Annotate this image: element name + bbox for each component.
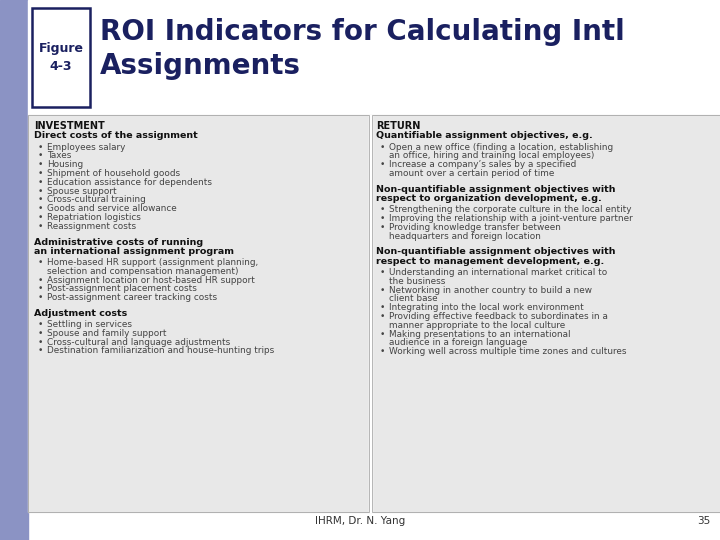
- Text: •: •: [37, 338, 42, 347]
- Text: INVESTMENT: INVESTMENT: [34, 121, 104, 131]
- Text: •: •: [379, 223, 384, 232]
- FancyBboxPatch shape: [32, 8, 90, 107]
- Text: respect to organization development, e.g.: respect to organization development, e.g…: [376, 194, 602, 203]
- Bar: [372, 115, 720, 512]
- Text: an office, hiring and training local employees): an office, hiring and training local emp…: [389, 151, 595, 160]
- Text: •: •: [379, 214, 384, 223]
- Text: Shipment of household goods: Shipment of household goods: [47, 169, 180, 178]
- Text: Assignment location or host-based HR support: Assignment location or host-based HR sup…: [47, 275, 255, 285]
- Text: •: •: [379, 160, 384, 169]
- Text: •: •: [37, 346, 42, 355]
- Text: Housing: Housing: [47, 160, 83, 169]
- Text: •: •: [379, 329, 384, 339]
- Text: Cross-cultural training: Cross-cultural training: [47, 195, 145, 204]
- Text: •: •: [37, 178, 42, 187]
- Text: •: •: [37, 293, 42, 302]
- Text: •: •: [37, 275, 42, 285]
- Text: •: •: [379, 312, 384, 321]
- Text: Spouse and family support: Spouse and family support: [47, 329, 166, 338]
- Text: Networking in another country to build a new: Networking in another country to build a…: [389, 286, 592, 294]
- Text: Increase a company’s sales by a specified: Increase a company’s sales by a specifie…: [389, 160, 576, 169]
- Text: Reassignment costs: Reassignment costs: [47, 222, 136, 231]
- Text: •: •: [37, 222, 42, 231]
- Text: •: •: [379, 143, 384, 152]
- Text: •: •: [37, 204, 42, 213]
- Text: Non-quantifiable assignment objectives with: Non-quantifiable assignment objectives w…: [376, 185, 616, 194]
- Text: headquarters and foreign location: headquarters and foreign location: [389, 232, 541, 241]
- Text: •: •: [37, 329, 42, 338]
- Text: Quantifiable assignment objectives, e.g.: Quantifiable assignment objectives, e.g.: [376, 132, 593, 140]
- Bar: [369, 115, 372, 512]
- Text: audience in a foreign language: audience in a foreign language: [389, 338, 527, 347]
- Text: Taxes: Taxes: [47, 151, 71, 160]
- Bar: [28, 115, 369, 512]
- Text: Settling in services: Settling in services: [47, 320, 132, 329]
- Text: Employees salary: Employees salary: [47, 143, 125, 152]
- Text: Goods and service allowance: Goods and service allowance: [47, 204, 176, 213]
- Text: Figure
4-3: Figure 4-3: [38, 42, 84, 73]
- Text: manner appropriate to the local culture: manner appropriate to the local culture: [389, 321, 565, 330]
- Text: •: •: [37, 213, 42, 222]
- Text: •: •: [379, 268, 384, 277]
- Bar: [370, 115, 720, 512]
- Text: •: •: [37, 285, 42, 293]
- Text: Direct costs of the assignment: Direct costs of the assignment: [34, 132, 198, 140]
- Text: Strengthening the corporate culture in the local entity: Strengthening the corporate culture in t…: [389, 205, 631, 214]
- Bar: [28, 0, 720, 115]
- Text: Providing knowledge transfer between: Providing knowledge transfer between: [389, 223, 561, 232]
- Text: •: •: [37, 160, 42, 169]
- Text: Non-quantifiable assignment objectives with: Non-quantifiable assignment objectives w…: [376, 247, 616, 256]
- Text: ROI Indicators for Calculating Intl
Assignments: ROI Indicators for Calculating Intl Assi…: [100, 18, 625, 79]
- Text: 35: 35: [697, 516, 710, 526]
- Bar: [28, 115, 370, 512]
- Text: •: •: [37, 320, 42, 329]
- Text: RETURN: RETURN: [376, 121, 420, 131]
- Text: Open a new office (finding a location, establishing: Open a new office (finding a location, e…: [389, 143, 613, 152]
- Text: Improving the relationship with a joint-venture partner: Improving the relationship with a joint-…: [389, 214, 633, 223]
- Text: Repatriation logistics: Repatriation logistics: [47, 213, 141, 222]
- Text: the business: the business: [389, 276, 446, 286]
- Text: •: •: [379, 286, 384, 294]
- Text: Administrative costs of running: Administrative costs of running: [34, 238, 203, 246]
- Text: Adjustment costs: Adjustment costs: [34, 309, 127, 318]
- Text: Destination familiarization and house-hunting trips: Destination familiarization and house-hu…: [47, 346, 274, 355]
- Text: Making presentations to an international: Making presentations to an international: [389, 329, 570, 339]
- Text: Spouse support: Spouse support: [47, 186, 117, 195]
- Text: an international assignment program: an international assignment program: [34, 247, 234, 256]
- Text: Cross-cultural and language adjustments: Cross-cultural and language adjustments: [47, 338, 230, 347]
- Text: •: •: [379, 205, 384, 214]
- Text: •: •: [37, 169, 42, 178]
- Text: •: •: [379, 303, 384, 312]
- Text: selection and compensation management): selection and compensation management): [47, 267, 238, 276]
- Text: respect to management development, e.g.: respect to management development, e.g.: [376, 257, 604, 266]
- Text: client base: client base: [389, 294, 438, 303]
- Text: Integrating into the local work environment: Integrating into the local work environm…: [389, 303, 584, 312]
- Text: Understanding an international market critical to: Understanding an international market cr…: [389, 268, 607, 277]
- Text: Providing effective feedback to subordinates in a: Providing effective feedback to subordin…: [389, 312, 608, 321]
- Text: Working well across multiple time zones and cultures: Working well across multiple time zones …: [389, 347, 626, 356]
- Text: •: •: [37, 151, 42, 160]
- Text: •: •: [37, 195, 42, 204]
- Text: •: •: [379, 347, 384, 356]
- Text: Post-assignment placement costs: Post-assignment placement costs: [47, 285, 197, 293]
- Bar: [0, 0, 28, 540]
- Text: •: •: [37, 258, 42, 267]
- Text: IHRM, Dr. N. Yang: IHRM, Dr. N. Yang: [315, 516, 405, 526]
- Text: •: •: [37, 186, 42, 195]
- Text: Education assistance for dependents: Education assistance for dependents: [47, 178, 212, 187]
- Text: amount over a certain period of time: amount over a certain period of time: [389, 169, 554, 178]
- Text: •: •: [37, 143, 42, 152]
- Text: Home-based HR support (assignment planning,: Home-based HR support (assignment planni…: [47, 258, 258, 267]
- Text: Post-assignment career tracking costs: Post-assignment career tracking costs: [47, 293, 217, 302]
